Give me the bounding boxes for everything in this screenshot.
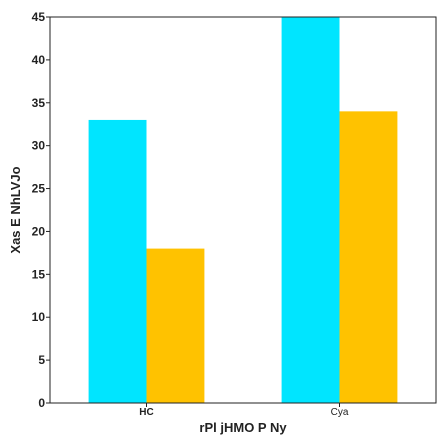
- y-tick-label: 15: [32, 267, 46, 281]
- y-tick-label: 40: [32, 53, 46, 67]
- y-axis-label: Xas E NhLVJo: [8, 166, 23, 253]
- bar-series-1-hc: [88, 119, 147, 403]
- x-tick-label-cya: Cya: [331, 407, 349, 418]
- y-tick-label: 30: [32, 139, 46, 153]
- x-tick-label-hc: HC: [139, 407, 153, 418]
- y-tick-label: 10: [32, 310, 46, 324]
- bar-series-2-hc: [146, 248, 205, 403]
- y-tick-label: 35: [32, 96, 46, 110]
- y-tick-label: 0: [38, 396, 45, 410]
- bars-group: [88, 17, 398, 403]
- y-tick-label: 5: [38, 353, 45, 367]
- x-axis-ticks: HC Cya: [139, 403, 349, 418]
- y-axis-ticks: 0 5 10 15 20 25 30 35 40 45: [32, 10, 50, 410]
- bar-series-2-cya: [339, 111, 398, 403]
- x-axis-label: rPl jHMO P Ny: [199, 420, 287, 435]
- y-tick-label: 25: [32, 182, 46, 196]
- y-tick-label: 20: [32, 224, 46, 238]
- y-tick-label: 45: [32, 10, 46, 24]
- plot-frame: [49, 16, 437, 404]
- bar-series-1-cya: [281, 17, 340, 403]
